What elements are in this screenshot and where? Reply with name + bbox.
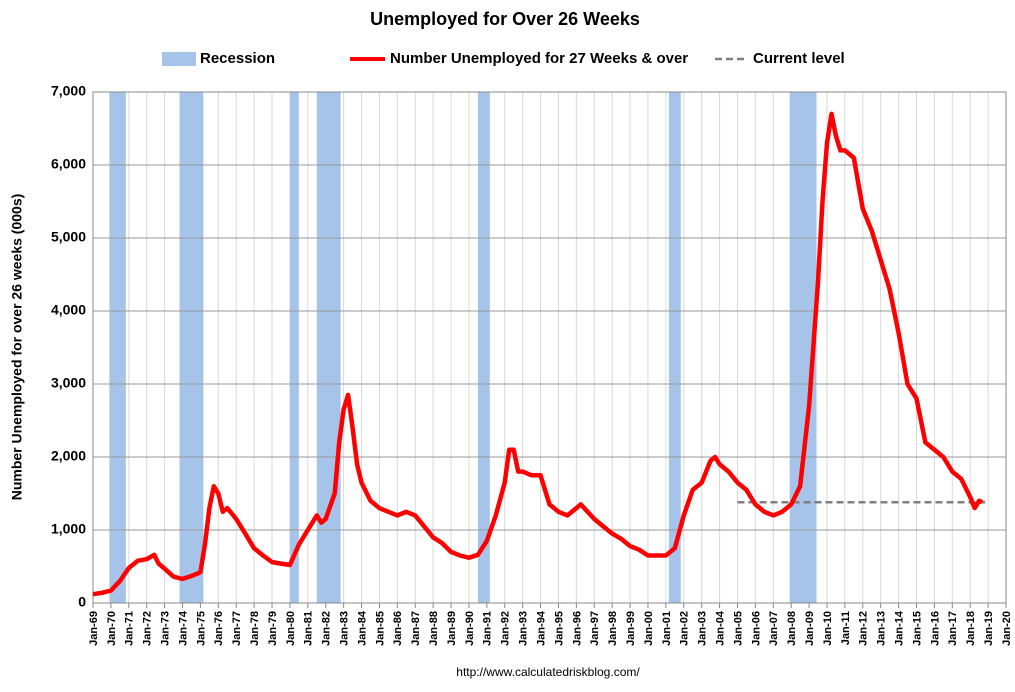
x-tick-label: Jan-87	[410, 611, 422, 646]
x-tick-label: Jan-94	[535, 610, 547, 646]
x-tick-label: Jan-77	[231, 611, 243, 646]
x-tick-label: Jan-81	[303, 611, 315, 646]
x-tick-label: Jan-71	[124, 611, 136, 646]
recession-band	[289, 92, 299, 603]
x-tick-label: Jan-86	[392, 611, 404, 646]
x-tick-label: Jan-03	[697, 611, 709, 646]
x-tick-label: Jan-84	[356, 610, 368, 646]
x-tick-label: Jan-79	[267, 611, 279, 646]
x-tick-label: Jan-12	[858, 611, 870, 646]
x-tick-label: Jan-89	[446, 611, 458, 646]
y-axis-label: Number Unemployed for over 26 weeks (000…	[9, 194, 25, 501]
x-tick-label: Jan-13	[876, 611, 888, 646]
x-tick-label: Jan-10	[822, 611, 834, 646]
series-line	[92, 111, 984, 597]
legend-label: Number Unemployed for 27 Weeks & over	[390, 50, 688, 67]
x-tick-label: Jan-11	[840, 611, 852, 645]
x-tick-label: Jan-83	[339, 611, 351, 646]
x-tick-label: Jan-15	[911, 611, 923, 646]
x-tick-label: Jan-05	[732, 611, 744, 646]
x-tick-label: Jan-19	[983, 611, 995, 646]
x-tick-label: Jan-16	[929, 611, 941, 646]
x-tick-label: Jan-95	[553, 611, 565, 646]
source: http://www.calculatedriskblog.com/	[456, 665, 640, 679]
x-tick-label: Jan-98	[607, 611, 619, 646]
x-tick-label: Jan-73	[160, 611, 172, 646]
recession-band	[109, 92, 126, 603]
x-tick-label: Jan-07	[768, 611, 780, 646]
x-tick-label: Jan-75	[195, 611, 207, 646]
x-tick-label: Jan-17	[947, 611, 959, 646]
x-tick-label: Jan-09	[804, 611, 816, 646]
x-tick-label: Jan-78	[249, 611, 261, 646]
x-tick-label: Jan-76	[213, 611, 225, 646]
recession-band	[477, 92, 490, 603]
x-tick-label: Jan-80	[285, 611, 297, 646]
y-tick-label: 7,000	[51, 83, 86, 99]
legend-label: Current level	[753, 50, 845, 67]
x-tick-label: Jan-96	[571, 611, 583, 646]
x-tick-label: Jan-74	[177, 610, 189, 646]
x-tick-label: Jan-00	[643, 611, 655, 646]
x-tick-label: Jan-69	[88, 611, 100, 646]
y-tick-label: 0	[78, 594, 86, 610]
x-tick-label: Jan-18	[965, 611, 977, 646]
x-tick-label: Jan-20	[1001, 611, 1013, 646]
x-tick-label: Jan-99	[625, 611, 637, 646]
x-tick-label: Jan-90	[464, 611, 476, 646]
y-tick-label: 6,000	[51, 156, 86, 172]
x-tick-label: Jan-93	[518, 611, 530, 646]
recession-band	[179, 92, 204, 603]
x-tick-label: Jan-88	[428, 611, 440, 646]
x-tick-label: Jan-97	[589, 611, 601, 646]
y-tick-label: 4,000	[51, 302, 86, 318]
x-tick-label: Jan-01	[661, 611, 673, 646]
x-tick-label: Jan-91	[482, 611, 494, 646]
x-tick-label: Jan-72	[142, 611, 154, 646]
x-tick-label: Jan-85	[374, 611, 386, 646]
x-tick-label: Jan-70	[106, 611, 118, 646]
legend-label: Recession	[200, 50, 275, 67]
y-tick-label: 2,000	[51, 448, 86, 464]
recession-band	[668, 92, 681, 603]
x-tick-label: Jan-02	[679, 611, 691, 646]
y-tick-label: 5,000	[51, 229, 86, 245]
x-tick-label: Jan-08	[786, 611, 798, 646]
x-tick-label: Jan-06	[750, 611, 762, 646]
plot-frame	[92, 91, 1007, 604]
recession-band	[316, 92, 341, 603]
x-tick-label: Jan-04	[714, 610, 726, 646]
y-tick-label: 3,000	[51, 375, 86, 391]
legend-swatch	[162, 52, 196, 66]
y-tick-label: 1,000	[51, 521, 86, 537]
chart-title: Unemployed for Over 26 Weeks	[370, 9, 640, 29]
x-tick-label: Jan-92	[500, 611, 512, 646]
x-tick-label: Jan-14	[893, 610, 905, 646]
x-tick-label: Jan-82	[321, 611, 333, 646]
